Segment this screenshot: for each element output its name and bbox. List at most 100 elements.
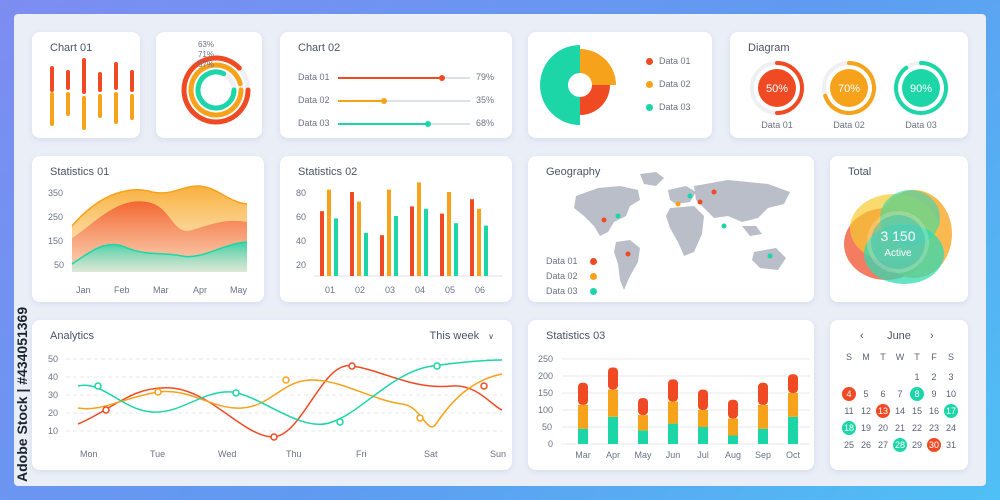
x-tick: May [634,450,652,460]
stats02-bar [454,223,458,276]
diagram-arc [775,61,804,115]
calendar-day[interactable]: 22 [911,423,922,433]
stats02-card: Statistics 02 80 60 40 20 01 02 03 04 05 06 [280,156,512,302]
chevron-down-icon: ∨ [488,332,494,341]
pie-legend-item: Data 02 [646,79,691,89]
calendar-day[interactable]: 19 [860,423,871,433]
period-dropdown[interactable]: This week ∨ [429,330,494,342]
calendar-day[interactable]: 15 [911,406,922,416]
calendar-day[interactable]: 31 [945,440,956,450]
calendar-day[interactable]: 3 [948,372,954,382]
calendar-weekday: S [845,352,852,362]
calendar-day[interactable]: 26 [860,440,871,450]
calendar-day[interactable]: 1 [914,372,920,382]
y-tick: 20 [48,408,58,418]
calendar-day[interactable]: 25 [843,440,854,450]
y-tick: 50 [48,354,58,364]
y-tick: 40 [296,236,306,246]
x-tick: 03 [385,285,395,295]
x-tick: Aug [725,450,741,460]
stats03-bar-segment [788,416,798,444]
diagram-value: 70% [838,83,860,95]
stats02-bar [410,206,414,276]
chart02-title: Chart 02 [298,42,341,54]
calendar-day[interactable]: 24 [945,423,956,433]
calendar-day[interactable]: 8 [910,387,924,401]
calendar-day[interactable]: 23 [928,423,939,433]
ring-label: 63% [197,40,214,49]
pie-card: Data 01 Data 02 Data 03 [528,32,712,138]
stats03-bar-segment [668,401,678,424]
map-marker [615,213,621,219]
calendar-day[interactable]: 18 [842,421,856,435]
calendar-day[interactable]: 16 [928,406,939,416]
stats02-bar [424,208,428,276]
x-tick: Feb [114,285,130,295]
ring-label: 71% [197,50,214,59]
chevron-right-icon[interactable]: › [930,330,934,342]
calendar-day[interactable]: 21 [894,423,905,433]
stats02-bar [417,182,421,276]
chart02-slider-handle[interactable] [439,75,446,81]
calendar-day[interactable]: 2 [931,372,937,382]
chart01-svg [50,58,134,130]
map-marker [625,251,631,257]
calendar-day[interactable]: 10 [945,389,956,399]
chevron-left-icon[interactable]: ‹ [860,330,864,342]
stats03-bar-segment [788,374,798,393]
chart02-slider-handle[interactable] [381,98,388,104]
y-tick: 250 [48,212,63,222]
geo-legend-item: Data 02 [546,271,603,281]
calendar-weekday: M [862,352,870,362]
y-tick: 50 [54,260,64,270]
geo-legend-item: Data 01 [546,256,603,266]
stats03-bar-segment [638,430,648,444]
analytics-point [348,362,356,370]
map-marker [711,189,717,195]
x-tick: 05 [445,285,455,295]
calendar-day[interactable]: 28 [893,438,907,452]
ring-arc [195,69,237,111]
stats03-bar-segment [758,382,768,405]
calendar-day[interactable]: 29 [911,440,922,450]
diagram-label: Data 02 [833,120,865,130]
calendar-day[interactable]: 12 [860,406,871,416]
diagram-arc [894,61,948,115]
stats02-bar [484,225,488,276]
rings-card: 63% 71% 57% [156,32,262,138]
chart02-slider-track [338,121,470,127]
calendar-day[interactable]: 5 [863,389,869,399]
stats03-bar-segment [698,410,708,427]
pie-slice [580,85,610,115]
calendar-day[interactable]: 9 [931,389,937,399]
x-tick: Sun [490,449,506,459]
calendar-day[interactable]: 6 [880,389,886,399]
calendar-day[interactable]: 4 [842,387,856,401]
calendar-weekday: T [880,352,886,362]
calendar-day[interactable]: 30 [927,438,941,452]
y-tick: 350 [48,188,63,198]
chart02-slider-handle[interactable] [424,121,431,127]
calendar-day[interactable]: 7 [897,389,903,399]
chart02-row-label: Data 03 [298,118,330,128]
chart02-slider-track [338,75,470,81]
y-tick: 80 [296,188,306,198]
diagram-card: Diagram 50% Data 01 70% Data 02 90% Data 03 [730,32,968,138]
calendar-day[interactable]: 11 [844,406,854,416]
stats02-bar [477,208,481,276]
map-marker [601,217,607,223]
calendar-day[interactable]: 17 [944,404,958,418]
analytics-point [480,382,488,390]
stats03-bar-segment [758,428,768,444]
x-tick: 04 [415,285,425,295]
stats02-bar [447,192,451,276]
ring-arc [188,62,244,118]
calendar-day[interactable]: 20 [877,423,888,433]
pie-svg [540,45,616,125]
x-tick: Jan [76,285,91,295]
calendar-day[interactable]: 27 [877,440,888,450]
pie-slice [540,45,580,125]
total-card: Total 3 150 Active [830,156,968,302]
calendar-day[interactable]: 14 [894,406,905,416]
calendar-day[interactable]: 13 [876,404,890,418]
